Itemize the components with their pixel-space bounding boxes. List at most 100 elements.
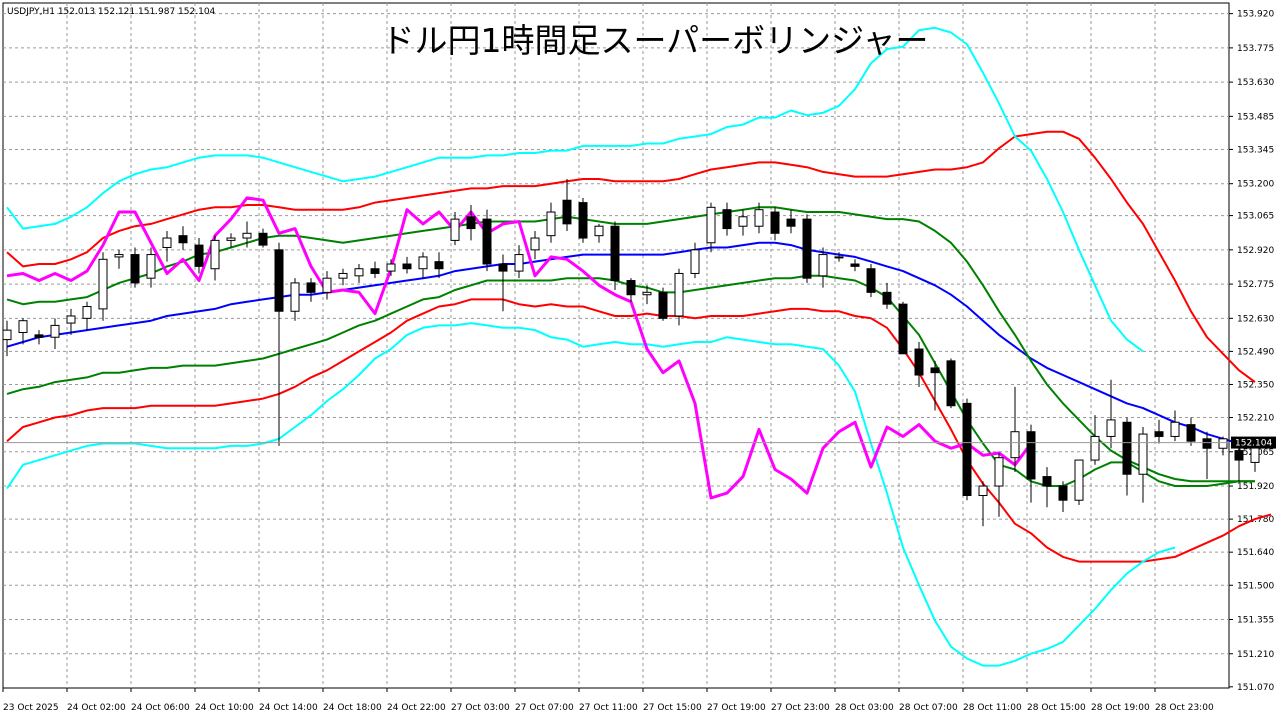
x-tick-label: 24 Oct 10:00 xyxy=(195,703,254,713)
candle-body-up xyxy=(162,237,172,248)
candle xyxy=(914,341,924,387)
candle-body-down xyxy=(578,202,588,239)
x-tick-label: 24 Oct 22:00 xyxy=(387,703,446,713)
candle-body-up xyxy=(18,320,28,334)
candle xyxy=(930,360,940,411)
candle-body-down xyxy=(866,268,876,293)
candle xyxy=(402,256,412,274)
candle xyxy=(898,301,908,355)
candle-body-down xyxy=(130,254,140,284)
candle-body-down xyxy=(178,235,188,244)
candle xyxy=(610,221,620,290)
candle-body-up xyxy=(834,256,844,259)
candle xyxy=(130,247,140,288)
chart-title: ドル円1時間足スーパーボリンジャー xyxy=(381,21,928,60)
candle-body-up xyxy=(450,218,460,241)
candle xyxy=(18,318,28,345)
candle-body-down xyxy=(722,209,732,230)
candle-body-down xyxy=(258,232,268,246)
candle-body-down xyxy=(962,402,972,496)
candle-body-up xyxy=(690,249,700,274)
candle-body-down xyxy=(194,244,204,267)
candle-body-up xyxy=(514,254,524,272)
candle xyxy=(978,481,988,527)
x-tick-label: 24 Oct 18:00 xyxy=(323,703,382,713)
candle-body-up xyxy=(354,268,364,277)
y-tick-label: 153.630 xyxy=(1237,78,1274,88)
candle xyxy=(770,207,780,241)
candle-body-down xyxy=(1026,431,1036,480)
x-tick-label: 27 Oct 15:00 xyxy=(643,703,702,713)
candle-body-up xyxy=(594,225,604,237)
candle xyxy=(354,264,364,283)
candle-body-up xyxy=(674,272,684,317)
candle xyxy=(850,259,860,272)
candle-body-up xyxy=(242,232,252,239)
candle xyxy=(562,178,572,231)
y-axis: 153.920 153.775 153.630 153.485 153.345 153.2… xyxy=(1229,10,1274,693)
y-tick-label: 153.065 xyxy=(1237,212,1274,222)
candle xyxy=(194,238,204,274)
candle-body-up xyxy=(1170,421,1180,437)
x-tick-label: 28 Oct 03:00 xyxy=(835,703,894,713)
candle xyxy=(306,278,316,302)
y-tick-label: 153.485 xyxy=(1237,112,1274,122)
candle-body-up xyxy=(98,258,108,310)
candle-body-down xyxy=(434,261,444,270)
candle-body-down xyxy=(1234,450,1244,461)
candle-body-up xyxy=(642,291,652,296)
candle-body-up xyxy=(546,211,556,237)
candle xyxy=(1074,459,1084,505)
candle-body-up xyxy=(818,254,828,277)
x-axis: 23 Oct 2025 24 Oct 02:00 24 Oct 06:00 24 Oc… xyxy=(2,688,1214,713)
candle xyxy=(274,242,284,446)
x-tick-label: 28 Oct 15:00 xyxy=(1027,703,1086,713)
x-tick-label: 24 Oct 06:00 xyxy=(131,703,190,713)
candle-body-down xyxy=(1186,424,1196,442)
candle xyxy=(386,259,396,276)
y-tick-label: 151.500 xyxy=(1237,581,1274,591)
candle-body-down xyxy=(626,280,636,296)
candle-body-up xyxy=(738,216,748,227)
y-tick-label: 151.780 xyxy=(1237,515,1274,525)
candle xyxy=(802,214,812,283)
y-tick-label: 152.490 xyxy=(1237,347,1274,357)
candle-body-up xyxy=(338,272,348,279)
candle xyxy=(578,197,588,243)
candle-body-up xyxy=(1074,459,1084,501)
y-tick-label: 153.920 xyxy=(1237,10,1274,20)
candle xyxy=(322,271,332,300)
candle xyxy=(1058,481,1068,513)
candle-body-up xyxy=(322,277,332,293)
sigma3-upper-line xyxy=(6,26,1144,353)
y-tick-label: 152.775 xyxy=(1237,280,1274,290)
candle xyxy=(546,202,556,243)
candle xyxy=(82,301,92,331)
candle-body-up xyxy=(386,263,396,272)
candle-body-up xyxy=(2,329,12,341)
candle xyxy=(786,209,796,234)
y-tick-label: 153.345 xyxy=(1237,145,1274,155)
candle xyxy=(658,287,668,321)
candle-body-up xyxy=(530,237,540,251)
candle-body-up xyxy=(82,306,92,319)
candle xyxy=(754,202,764,234)
candle xyxy=(178,226,188,250)
candle xyxy=(98,252,108,321)
candle-body-down xyxy=(658,291,668,319)
x-tick-label: 27 Oct 19:00 xyxy=(707,703,766,713)
y-tick-label: 151.210 xyxy=(1237,650,1274,660)
y-tick-label: 153.200 xyxy=(1237,180,1274,190)
candle xyxy=(450,212,460,246)
candle-body-down xyxy=(882,291,892,305)
x-tick-label: 28 Oct 07:00 xyxy=(899,703,958,713)
candle xyxy=(370,261,380,279)
candle xyxy=(34,330,44,345)
candle xyxy=(162,230,172,262)
candle xyxy=(242,221,252,248)
x-tick-label: 28 Oct 19:00 xyxy=(1091,703,1150,713)
candle-body-up xyxy=(114,254,124,258)
candle xyxy=(66,308,76,335)
candle xyxy=(1170,410,1180,442)
